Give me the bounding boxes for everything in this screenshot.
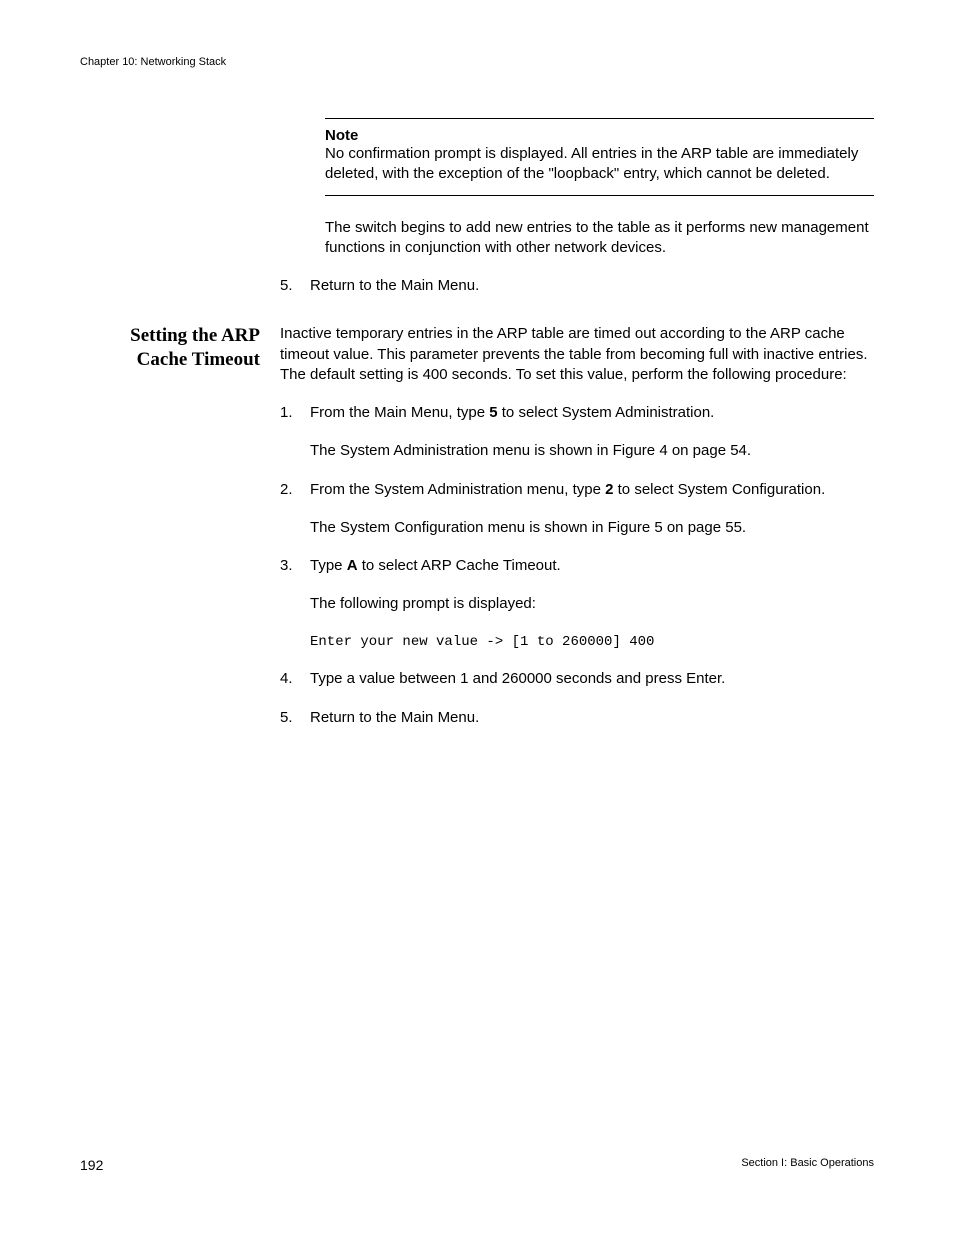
step-3-sub: The following prompt is displayed:: [310, 594, 874, 614]
step-number: 1.: [280, 403, 310, 423]
section-body: Inactive temporary entries in the ARP ta…: [280, 324, 874, 746]
step-number: 5.: [280, 708, 310, 728]
step-text: Type A to select ARP Cache Timeout.: [310, 556, 874, 576]
step-3-code: Enter your new value -> [1 to 260000] 40…: [310, 633, 874, 652]
heading-line1: Setting the ARP: [130, 325, 260, 346]
step-1: 1. From the Main Menu, type 5 to select …: [280, 403, 874, 423]
upper-content: Note No confirmation prompt is displayed…: [280, 118, 874, 296]
section-label: Section I: Basic Operations: [741, 1157, 874, 1173]
step-number: 4.: [280, 669, 310, 689]
step-2-sub: The System Configuration menu is shown i…: [310, 518, 874, 538]
section-arp-timeout: Setting the ARP Cache Timeout Inactive t…: [80, 324, 874, 746]
document-page: Chapter 10: Networking Stack Note No con…: [0, 0, 954, 1235]
note-box: Note No confirmation prompt is displayed…: [325, 118, 874, 196]
switch-paragraph: The switch begins to add new entries to …: [325, 218, 874, 259]
step-4: 4. Type a value between 1 and 260000 sec…: [280, 669, 874, 689]
step-text: Type a value between 1 and 260000 second…: [310, 669, 874, 689]
section-intro: Inactive temporary entries in the ARP ta…: [280, 324, 874, 385]
page-header: Chapter 10: Networking Stack: [80, 56, 874, 68]
bold-key: A: [347, 557, 358, 574]
note-title: Note: [325, 127, 874, 144]
step-5: 5. Return to the Main Menu.: [280, 708, 874, 728]
chapter-label: Chapter 10: Networking Stack: [80, 56, 226, 68]
step-3: 3. Type A to select ARP Cache Timeout.: [280, 556, 874, 576]
text-frag: to select System Configuration.: [613, 481, 825, 498]
text-frag: From the System Administration menu, typ…: [310, 481, 605, 498]
page-footer: 192 Section I: Basic Operations: [80, 1157, 874, 1173]
section-heading: Setting the ARP Cache Timeout: [80, 324, 280, 746]
bold-key: 5: [489, 404, 497, 421]
step-number: 2.: [280, 480, 310, 500]
step-2: 2. From the System Administration menu, …: [280, 480, 874, 500]
step-text: Return to the Main Menu.: [310, 708, 874, 728]
page-number: 192: [80, 1157, 103, 1173]
step-number: 3.: [280, 556, 310, 576]
step-1-sub: The System Administration menu is shown …: [310, 441, 874, 461]
text-frag: to select ARP Cache Timeout.: [358, 557, 561, 574]
text-frag: From the Main Menu, type: [310, 404, 489, 421]
step-text: Return to the Main Menu.: [310, 276, 874, 296]
text-frag: to select System Administration.: [498, 404, 715, 421]
heading-line2: Cache Timeout: [137, 349, 260, 370]
text-frag: Type: [310, 557, 347, 574]
step-number: 5.: [280, 276, 310, 296]
step-text: From the System Administration menu, typ…: [310, 480, 874, 500]
step-text: From the Main Menu, type 5 to select Sys…: [310, 403, 874, 423]
top-step-5: 5. Return to the Main Menu.: [280, 276, 874, 296]
note-body: No confirmation prompt is displayed. All…: [325, 144, 874, 185]
